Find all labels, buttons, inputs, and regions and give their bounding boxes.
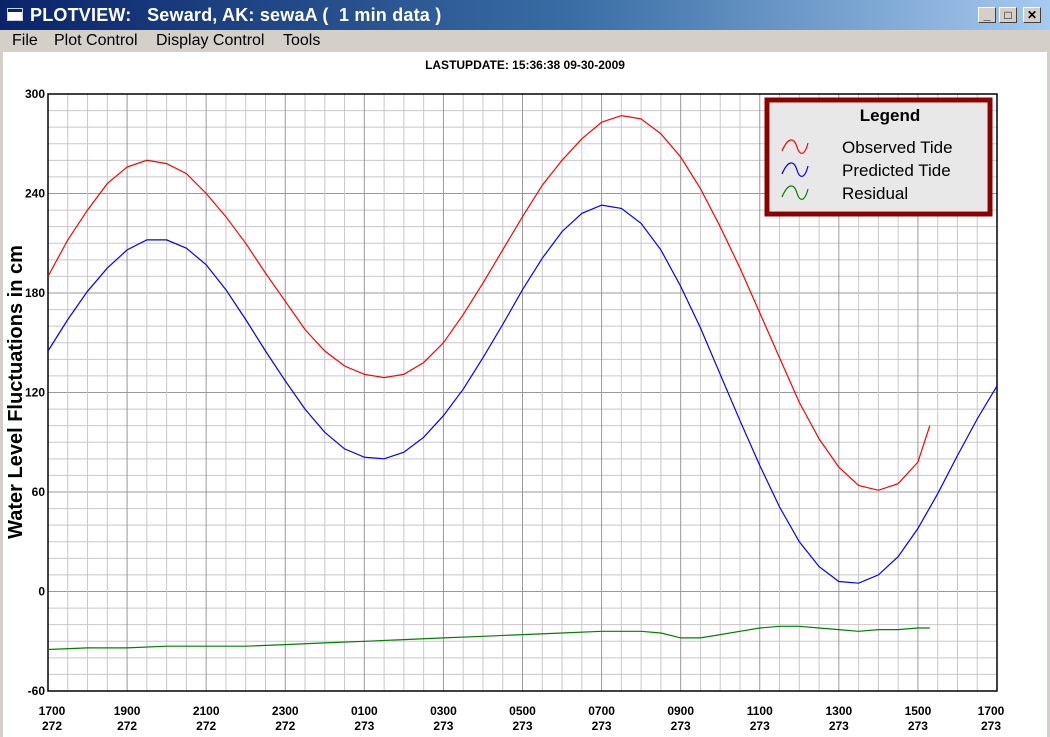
chart-title: LASTUPDATE: 15:36:38 09-30-2009 [425, 58, 625, 72]
legend-title: Legend [860, 106, 920, 125]
y-tick-label: 120 [25, 386, 45, 400]
maximize-button[interactable]: □ [999, 7, 1017, 23]
x-tick-time-label: 0500 [509, 704, 536, 718]
menu-bar: File Plot Control Display Control Tools [0, 30, 1050, 52]
menu-display-control[interactable]: Display Control [156, 32, 265, 49]
series-line-predicted-tide [47, 204, 998, 584]
x-tick-day-label: 273 [354, 719, 374, 733]
x-tick-time-label: 0700 [588, 704, 615, 718]
x-tick-day-label: 273 [829, 719, 849, 733]
window-frame-right [1047, 30, 1050, 737]
x-tick-day-label: 273 [592, 719, 612, 733]
legend-swatch-icon [781, 185, 809, 200]
x-tick-time-label: 1300 [825, 704, 852, 718]
y-tick-label: 0 [38, 585, 45, 599]
x-tick-time-label: 0900 [667, 704, 694, 718]
x-tick-day-label: 272 [196, 719, 216, 733]
x-tick-day-label: 272 [42, 719, 62, 733]
window-frame-left [0, 30, 3, 737]
legend-background [770, 103, 987, 211]
x-tick-day-label: 273 [671, 719, 691, 733]
plot-border [47, 93, 998, 692]
x-tick-day-label: 272 [117, 719, 137, 733]
legend-swatch-icon [781, 162, 809, 177]
y-axis-label: Water Level Fluctuations in cm [5, 245, 27, 539]
x-tick-time-label: 2100 [193, 704, 220, 718]
series-lines [47, 114, 998, 651]
legend[interactable]: Legend Observed Tide Predicted Tide Residu… [764, 97, 993, 217]
menu-tools[interactable]: Tools [283, 32, 321, 49]
minimize-button[interactable]: _ [978, 7, 996, 23]
y-tick-label: 300 [25, 87, 45, 101]
x-tick-time-label: 0300 [430, 704, 457, 718]
x-tick-time-label: 1100 [747, 704, 773, 718]
x-tick-day-label: 273 [512, 719, 532, 733]
x-tick-day-label: 273 [908, 719, 928, 733]
legend-entry-label: Predicted Tide [842, 161, 951, 180]
y-tick-label: 240 [25, 187, 45, 201]
x-tick-time-label: 1700 [39, 704, 66, 718]
y-tick-label: 60 [32, 485, 46, 499]
x-tick-time-label: 1900 [114, 704, 141, 718]
menu-file[interactable]: File [12, 32, 38, 49]
x-tick-time-label: 0100 [351, 704, 378, 718]
x-tick-day-label: 273 [981, 719, 1001, 733]
y-tick-label: -60 [28, 684, 46, 698]
series-line-observed-tide [47, 114, 931, 491]
x-tick-time-label: 1700 [978, 704, 1005, 718]
x-tick-day-label: 272 [275, 719, 295, 733]
window-title: PLOTVIEW: Seward, AK: sewaA ( 1 min data… [30, 5, 442, 25]
x-axis-ticks: 1700272190027221002722300272010027303002… [39, 704, 1005, 733]
menu-plot-control[interactable]: Plot Control [54, 32, 138, 49]
x-tick-day-label: 273 [433, 719, 453, 733]
x-tick-time-label: 2300 [272, 704, 299, 718]
close-button[interactable]: ✕ [1023, 7, 1041, 23]
app-window-icon [7, 8, 23, 21]
legend-entry-label: Residual [842, 184, 908, 203]
series-line-residual [47, 625, 930, 651]
legend-swatch-icon [781, 139, 809, 154]
title-bar[interactable]: PLOTVIEW: Seward, AK: sewaA ( 1 min data… [0, 0, 1050, 30]
legend-entry-label: Observed Tide [842, 138, 953, 157]
y-tick-label: 180 [25, 286, 45, 300]
x-tick-time-label: 1500 [905, 704, 932, 718]
x-tick-day-label: 273 [750, 719, 770, 733]
y-axis-ticks: -60 0 60 120 180 240 300 [25, 87, 45, 698]
